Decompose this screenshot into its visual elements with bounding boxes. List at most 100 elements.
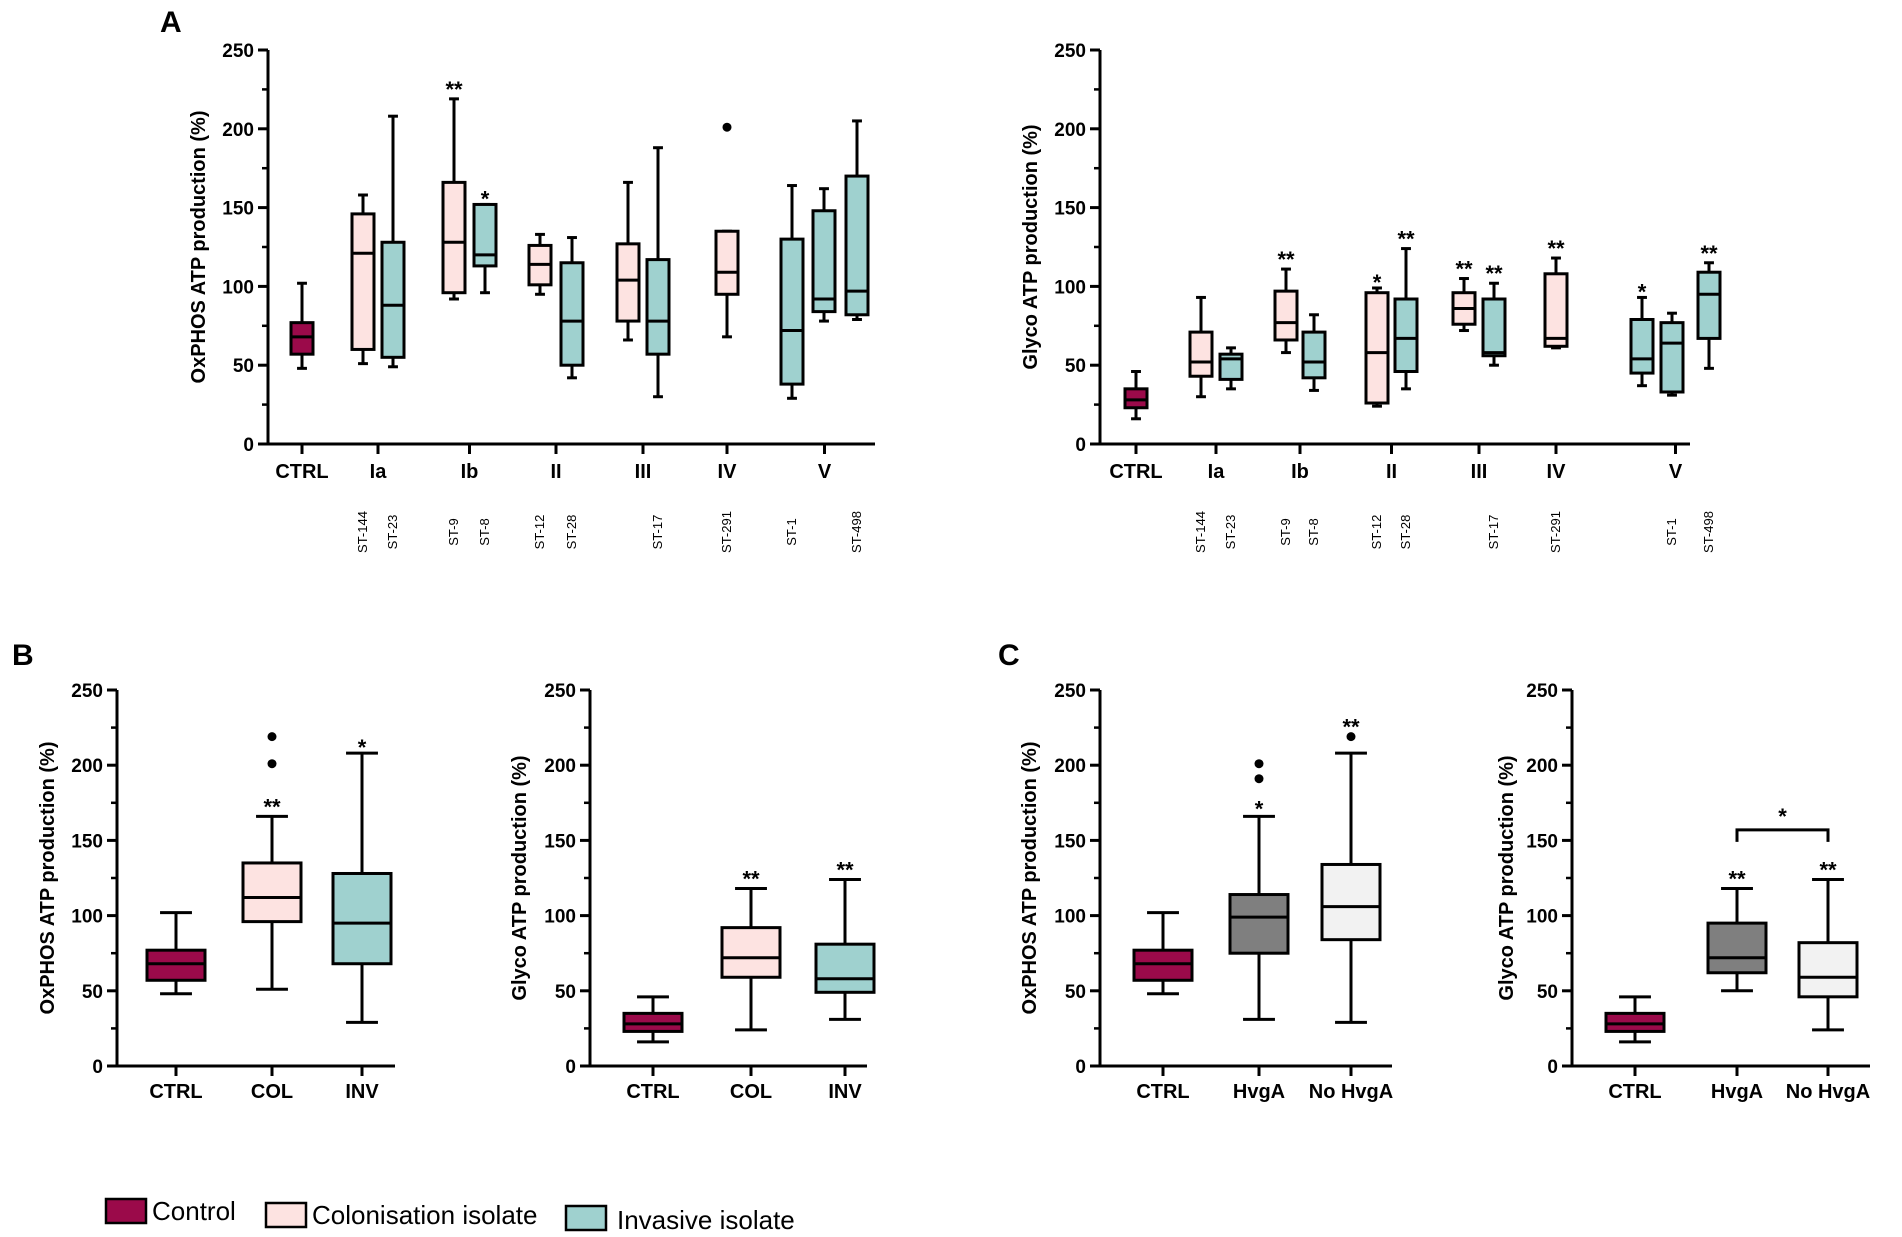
y-tick-label: 50	[233, 356, 254, 377]
chart-a-oxphos: 0 50 100 150 200 250 OxPHOS ATP production (%)…	[188, 41, 875, 553]
strain-label: ST-23	[385, 515, 400, 550]
box-hvga-hvga	[1706, 921, 1768, 975]
y-tick-label: 50	[1065, 356, 1086, 377]
x-tick-label-ctrl: CTRL	[1109, 461, 1162, 483]
box-ib-colonisation	[1273, 289, 1299, 342]
x-tick-label-inv: INV	[345, 1081, 379, 1103]
y-tick-label: 250	[71, 681, 103, 702]
strain-label: ST-8	[1306, 518, 1321, 545]
significance-marker: **	[445, 77, 463, 102]
box-ctrl-control	[622, 1011, 684, 1033]
y-tick-label: 150	[71, 831, 103, 852]
strain-label: ST-28	[564, 515, 579, 550]
chart-c-oxphos: 0 50 100 150 200 250 OxPHOS ATP production (%)…	[1019, 681, 1393, 1103]
significance-marker: *	[1373, 270, 1382, 295]
box-ia-colonisation	[350, 212, 376, 351]
y-tick-label: 250	[1054, 681, 1086, 702]
y-tick-label: 100	[1054, 907, 1086, 928]
box-ia-colonisation	[1188, 330, 1214, 378]
strain-label: ST-28	[1398, 515, 1413, 550]
panel-label-c: C	[998, 639, 1020, 672]
strain-label: ST-498	[849, 511, 864, 553]
y-tick-label: 100	[71, 907, 103, 928]
x-tick-label-iv: IV	[718, 461, 738, 483]
strain-label: ST-1	[1664, 518, 1679, 545]
box-ia-invasive	[380, 240, 406, 359]
x-tick-label-ia: Ia	[370, 461, 388, 483]
y-tick-label: 250	[222, 41, 254, 62]
strain-label: ST-12	[1369, 515, 1384, 550]
strain-label: ST-23	[1223, 515, 1238, 550]
x-tick-label-no-hvga: No HvgA	[1786, 1081, 1870, 1103]
panel-label-a: A	[160, 6, 182, 39]
outlier-point	[722, 122, 732, 132]
x-tick-label-ia: Ia	[1208, 461, 1226, 483]
box-ctrl-control	[1123, 387, 1149, 410]
strain-label: ST-291	[1548, 511, 1563, 553]
y-tick-label: 200	[71, 756, 103, 777]
outlier-point	[1346, 732, 1356, 742]
y-tick-label: 200	[544, 756, 576, 777]
y-tick-label: 150	[544, 831, 576, 852]
significance-marker: **	[1397, 227, 1415, 252]
x-tick-label-col: COL	[730, 1081, 772, 1103]
y-tick-label: 150	[1054, 831, 1086, 852]
significance-marker: **	[1342, 715, 1360, 740]
x-tick-label-ii: II	[550, 461, 561, 483]
y-tick-label: 150	[1526, 831, 1558, 852]
y-tick-label: 200	[1054, 756, 1086, 777]
significance-marker: **	[836, 858, 854, 883]
x-tick-label-hvga: HvgA	[1711, 1081, 1763, 1103]
chart-b-glyco: 0 50 100 150 200 250 Glyco ATP production (%) C…	[509, 681, 876, 1103]
box-v-invasive	[844, 174, 870, 317]
x-tick-label-v: V	[818, 461, 832, 483]
significance-marker: **	[1277, 247, 1295, 272]
significance-marker: **	[742, 867, 760, 892]
strain-label: ST-9	[1278, 518, 1293, 545]
y-tick-label: 0	[92, 1057, 103, 1078]
significance-marker: *	[1638, 279, 1647, 304]
significance-marker: **	[1485, 261, 1503, 286]
y-tick-label: 50	[555, 982, 576, 1003]
y-tick-label: 100	[1054, 277, 1086, 298]
box-ctrl-control	[145, 948, 207, 982]
box-no-hvga-nohvga	[1320, 862, 1382, 942]
y-tick-label: 200	[1526, 756, 1558, 777]
box-iii-invasive	[1481, 297, 1507, 358]
box-inv-invasive	[331, 871, 393, 966]
y-tick-label: 0	[565, 1057, 576, 1078]
y-tick-label: 150	[222, 199, 254, 220]
x-tick-label-col: COL	[251, 1081, 293, 1103]
strain-label: ST-144	[355, 511, 370, 553]
box-ib-invasive	[1301, 330, 1327, 380]
box-no-hvga-nohvga	[1797, 941, 1859, 999]
y-tick-label: 250	[1054, 41, 1086, 62]
chart-a-glyco: 0 50 100 150 200 250 Glyco ATP production (%) C…	[1020, 41, 1722, 553]
outlier-point	[267, 732, 277, 742]
strain-label: ST-9	[446, 518, 461, 545]
x-tick-label-ctrl: CTRL	[275, 461, 328, 483]
significance-marker: **	[1547, 236, 1565, 261]
y-tick-label: 50	[82, 982, 103, 1003]
significance-marker: *	[481, 186, 490, 211]
box-ib-colonisation	[441, 180, 467, 295]
y-tick-label: 200	[1054, 120, 1086, 141]
box-ctrl-control	[289, 321, 315, 356]
y-tick-label: 250	[1526, 681, 1558, 702]
strain-label: ST-8	[477, 518, 492, 545]
y-axis-label: OxPHOS ATP production (%)	[188, 111, 210, 384]
x-tick-label-hvga: HvgA	[1233, 1081, 1285, 1103]
outlier-point	[1254, 759, 1264, 769]
significance-marker: **	[1700, 241, 1718, 266]
y-tick-label: 0	[1547, 1057, 1558, 1078]
strain-label: ST-17	[1486, 515, 1501, 550]
legend-swatch-control	[104, 1197, 148, 1225]
y-axis-label: Glyco ATP production (%)	[1496, 755, 1518, 1000]
box-v-invasive	[1696, 270, 1722, 340]
box-col-colonisation	[241, 861, 303, 924]
strain-label: ST-1	[784, 518, 799, 545]
x-tick-label-ctrl: CTRL	[1136, 1081, 1189, 1103]
legend-swatch-colonisation	[264, 1201, 308, 1229]
bracket-significance: *	[1778, 804, 1787, 829]
